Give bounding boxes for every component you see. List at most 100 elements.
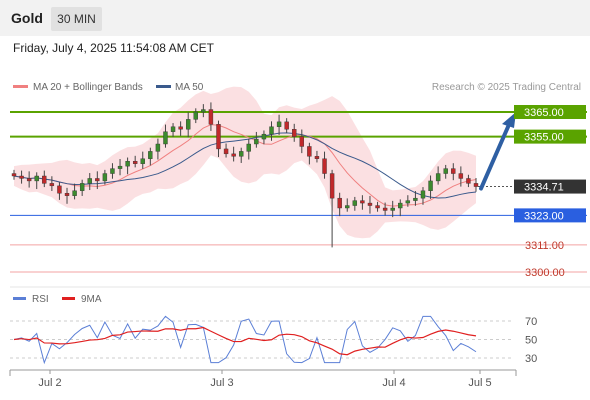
candle-up [420, 190, 426, 199]
forecast-arrow-shaft [479, 118, 513, 191]
candle-up [398, 202, 403, 209]
candle-down [26, 178, 32, 182]
candle-down [64, 193, 70, 196]
x-tick-label: Jul 4 [382, 377, 405, 389]
price-levels [10, 111, 587, 273]
candle-up [72, 190, 77, 196]
candle-down [19, 175, 24, 179]
last-price-label: 3334.71 [524, 182, 564, 194]
candle-up [254, 138, 259, 145]
candle-down [360, 200, 365, 204]
rsi-ma-legend-swatch [62, 297, 75, 300]
candle-up [102, 173, 108, 182]
candle-up [276, 121, 282, 127]
rsi-legend-swatch [13, 297, 26, 300]
candle-down [95, 178, 100, 182]
candle-up [148, 151, 153, 159]
candle-up [140, 158, 145, 164]
candle-up [405, 200, 411, 204]
candle-up [79, 183, 85, 191]
candle-up [34, 175, 39, 182]
candles [11, 102, 479, 248]
candle-up [246, 143, 251, 152]
forecast-arrow-head [502, 112, 516, 128]
support-label-box [514, 208, 586, 223]
candle-up [163, 131, 168, 145]
candle-up [87, 178, 92, 184]
candle-up [170, 126, 176, 132]
candle-down [458, 173, 464, 179]
resistance-label: 3365.00 [524, 107, 564, 119]
candle-up [239, 151, 244, 157]
header-bar: Gold 30 MIN [0, 0, 590, 36]
candle-down [231, 153, 236, 157]
resistance-label-box [514, 105, 586, 119]
rsi-panel: 70 50 30 [10, 315, 537, 365]
ma20-legend-swatch [13, 85, 28, 88]
x-tick-label: Jul 3 [210, 377, 233, 389]
rsi-legend-label: RSI [32, 294, 49, 305]
candle-up [125, 161, 130, 167]
candle-down [322, 158, 327, 174]
candle-down [49, 183, 55, 187]
candle-down [11, 173, 17, 177]
candle-up [185, 119, 191, 130]
candle-up [110, 168, 115, 174]
candle-down [337, 197, 342, 209]
candle-down [132, 161, 138, 164]
ma20-legend-label: MA 20 + Bollinger Bands [33, 82, 143, 93]
candle-up [345, 205, 350, 209]
bollinger-bands [14, 86, 476, 239]
candle-down [299, 136, 305, 147]
credit-text: Research © 2025 Trading Central [432, 82, 581, 93]
candle-down [329, 173, 335, 199]
forecast-arrow [479, 112, 516, 191]
candle-down [216, 124, 221, 150]
support-label: 3323.00 [524, 210, 564, 222]
candle-up [261, 133, 267, 140]
rsi-axis-label: 70 [525, 316, 537, 328]
candle-down [466, 178, 471, 184]
target-label: 3311.00 [525, 240, 564, 252]
candle-down [223, 148, 229, 155]
rsi-ma-legend-label: 9MA [81, 294, 102, 305]
ma50-legend-label: MA 50 [175, 82, 204, 93]
candle-down [208, 109, 214, 125]
x-axis: Jul 2 Jul 3 Jul 4 Jul 5 [38, 370, 492, 389]
target-label: 3300.00 [525, 267, 565, 279]
candle-down [314, 156, 320, 159]
ma50-legend-swatch [156, 85, 171, 88]
ma50-line [13, 132, 477, 199]
candle-down [382, 207, 388, 211]
candle-down [473, 183, 479, 187]
candle-down [57, 185, 62, 194]
candle-down [284, 121, 289, 130]
bollinger-band-area [14, 86, 476, 239]
instrument-title: Gold [11, 10, 43, 26]
level-labels: 3365.00 3355.00 3334.71 3323.00 3311.00 3300.… [514, 105, 586, 279]
last-price-box [514, 179, 586, 194]
timestamp: Friday, July 4, 2025 11:54:08 AM CET [13, 41, 214, 55]
rsi-axis-label: 30 [525, 353, 537, 365]
candle-down [367, 202, 373, 206]
timeframe-badge[interactable]: 30 MIN [51, 7, 102, 31]
candle-up [352, 200, 358, 206]
resistance-label: 3355.00 [524, 132, 564, 144]
candle-up [435, 173, 441, 182]
candle-down [178, 126, 183, 130]
candle-up [117, 165, 123, 169]
candle-up [193, 111, 198, 120]
candle-down [42, 175, 47, 184]
candle-down [307, 146, 312, 157]
candle-up [155, 143, 161, 152]
candle-up [428, 180, 433, 191]
candle-up [390, 207, 395, 211]
rsi-line [13, 315, 477, 365]
x-tick-label: Jul 5 [468, 377, 491, 389]
candle-up [201, 109, 206, 113]
x-tick-label: Jul 2 [38, 377, 61, 389]
resistance-label-box [514, 129, 586, 144]
candle-up [269, 126, 274, 135]
